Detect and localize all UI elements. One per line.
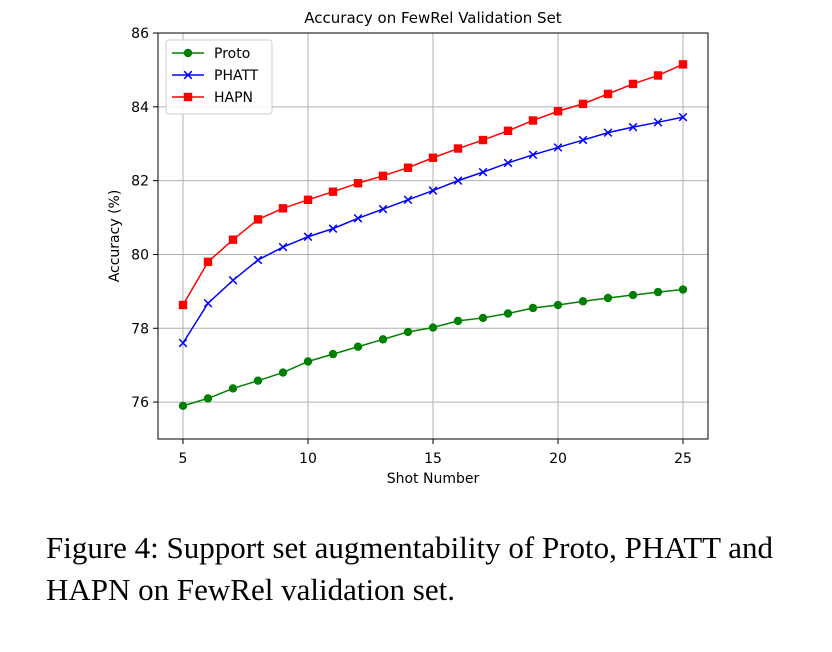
proto-point xyxy=(528,303,538,313)
x-tick-label: 10 xyxy=(299,451,317,467)
hapn-point xyxy=(353,179,363,188)
phatt-point xyxy=(628,122,638,132)
chart-title: Accuracy on FewRel Validation Set xyxy=(304,9,562,27)
proto-point xyxy=(353,342,363,351)
hapn-point xyxy=(403,163,413,172)
phatt-point xyxy=(528,150,538,160)
phatt-point xyxy=(553,143,563,152)
proto-point xyxy=(678,285,688,294)
phatt-point xyxy=(653,117,663,127)
hapn-point xyxy=(603,89,613,99)
phatt-point xyxy=(578,135,588,145)
hapn-point xyxy=(203,257,213,267)
hapn-point xyxy=(553,107,563,116)
proto-point xyxy=(478,313,488,323)
hapn-point xyxy=(253,215,263,224)
y-tick-label: 82 xyxy=(131,174,149,190)
phatt-point xyxy=(278,242,288,252)
x-axis-ticks: 5 10 15 20 25 xyxy=(179,439,692,467)
legend-marker-proto xyxy=(183,48,193,58)
x-tick-label: 5 xyxy=(179,451,188,467)
proto-point xyxy=(428,323,438,332)
legend-box xyxy=(165,39,273,115)
phatt-point xyxy=(428,186,438,195)
phatt-point xyxy=(603,128,613,137)
y-axis-ticks: 76 78 80 82 84 86 xyxy=(131,26,158,411)
y-tick-label: 76 xyxy=(131,395,149,411)
phatt-point xyxy=(178,338,188,348)
series-layer xyxy=(178,60,688,410)
phatt-point xyxy=(203,298,213,308)
hapn-point xyxy=(528,116,538,125)
x-tick-label: 15 xyxy=(424,451,442,467)
legend-marker-hapn xyxy=(183,92,193,102)
proto-point xyxy=(553,300,563,310)
hapn-point xyxy=(478,135,488,145)
phatt-point xyxy=(678,112,688,122)
phatt-point xyxy=(403,195,413,205)
phatt-point xyxy=(503,158,513,168)
phatt-point xyxy=(253,255,263,265)
hapn-point xyxy=(578,99,588,109)
hapn-point xyxy=(278,204,288,213)
proto-point xyxy=(203,394,213,403)
x-tick-label: 20 xyxy=(549,451,567,467)
proto-point xyxy=(303,357,313,366)
hapn-point xyxy=(503,126,513,136)
proto-point xyxy=(403,327,413,337)
phatt-point xyxy=(378,204,388,214)
proto-point xyxy=(653,287,663,297)
proto-point xyxy=(578,297,588,306)
proto-point xyxy=(278,368,288,377)
hapn-point xyxy=(228,235,238,244)
hapn-point xyxy=(628,79,638,89)
proto-point xyxy=(628,290,638,300)
phatt-point xyxy=(303,232,313,242)
legend-marker-phatt xyxy=(183,70,193,80)
phatt-point xyxy=(453,176,463,185)
legend: Proto PHATT HAPN xyxy=(165,39,273,115)
hapn-point xyxy=(303,195,313,205)
proto-point xyxy=(453,316,463,326)
y-tick-label: 84 xyxy=(131,100,149,116)
hapn-point xyxy=(678,60,688,69)
proto-point xyxy=(253,376,263,385)
y-tick-label: 80 xyxy=(131,247,149,263)
hapn-point xyxy=(453,144,463,153)
legend-label-hapn: HAPN xyxy=(214,90,253,106)
phatt-point xyxy=(353,213,363,223)
legend-label-phatt: PHATT xyxy=(214,68,259,84)
hapn-point xyxy=(653,71,663,80)
y-tick-label: 86 xyxy=(131,26,149,42)
hapn-point xyxy=(378,171,388,181)
y-axis-label: Accuracy (%) xyxy=(107,190,123,283)
x-tick-label: 25 xyxy=(674,451,692,467)
proto-point xyxy=(328,349,338,359)
hapn-point xyxy=(428,153,438,162)
hapn-point xyxy=(328,187,338,196)
phatt-point xyxy=(478,167,488,177)
phatt-point xyxy=(328,224,338,233)
phatt-point xyxy=(228,275,238,285)
proto-point xyxy=(228,384,238,393)
y-tick-label: 78 xyxy=(131,321,149,337)
proto-point xyxy=(603,293,613,303)
x-axis-label: Shot Number xyxy=(387,471,480,487)
proto-point xyxy=(178,401,188,410)
proto-point xyxy=(378,335,388,344)
hapn-point xyxy=(178,300,188,310)
legend-label-proto: Proto xyxy=(214,46,250,62)
proto-point xyxy=(503,309,513,318)
figure-caption: Figure 4: Support set augmentability of … xyxy=(46,530,774,607)
